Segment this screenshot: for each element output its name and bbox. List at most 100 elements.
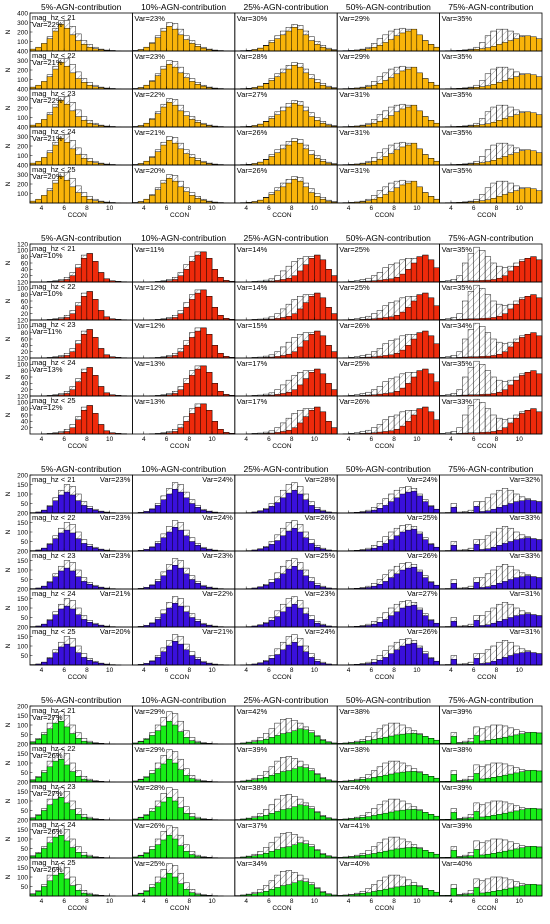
- variance-label: Var=29%: [339, 14, 370, 23]
- filled-bar: [285, 770, 292, 783]
- filled-bar: [154, 619, 162, 628]
- filled-bar: [274, 773, 281, 783]
- filled-bar: [302, 186, 309, 204]
- filled-bar: [524, 35, 531, 52]
- filled-bar: [98, 310, 105, 321]
- filled-bar: [160, 575, 167, 590]
- filled-bar: [314, 406, 321, 435]
- filled-bar: [297, 804, 304, 821]
- open-bar: [462, 338, 469, 359]
- y-tick-label: 20: [21, 273, 29, 280]
- x-tick-label: 4: [244, 205, 248, 212]
- filled-bar: [388, 811, 395, 821]
- filled-bar: [166, 64, 173, 90]
- filled-bar: [405, 809, 412, 821]
- filled-bar: [69, 570, 76, 590]
- filled-bar: [92, 337, 99, 359]
- panel: Var=34%: [439, 319, 543, 359]
- filled-bar: [75, 500, 82, 514]
- filled-bar: [189, 337, 196, 359]
- filled-bar: [427, 259, 435, 283]
- filled-bar: [154, 75, 162, 90]
- filled-bar: [490, 622, 497, 628]
- x-tick-label: 6: [62, 898, 66, 905]
- x-tick-label: 8: [85, 898, 89, 905]
- variance-label: Var=31%: [339, 90, 370, 99]
- filled-bar: [393, 315, 401, 321]
- filled-bar: [308, 258, 315, 283]
- filled-bar: [479, 778, 486, 783]
- y-tick-label: 300: [17, 96, 28, 103]
- variance-label: Var=25%: [134, 859, 165, 868]
- filled-bar: [46, 38, 53, 52]
- filled-bar: [308, 372, 315, 397]
- filled-bar: [388, 278, 395, 283]
- filled-bar: [410, 566, 418, 590]
- filled-bar: [263, 739, 270, 745]
- filled-bar: [149, 508, 156, 514]
- filled-bar: [80, 44, 88, 52]
- filled-bar: [513, 417, 520, 435]
- filled-bar: [263, 159, 270, 166]
- row-label: mag_hz < 22: [32, 282, 76, 291]
- filled-bar: [80, 657, 88, 666]
- column-title: 50%-AGN-contribution: [346, 2, 431, 12]
- filled-bar: [63, 27, 71, 52]
- panel: Var=24%: [131, 512, 236, 552]
- filled-bar: [268, 813, 275, 821]
- panel: Var=35%: [439, 50, 543, 90]
- filled-bar: [80, 334, 88, 359]
- filled-bar: [536, 846, 543, 859]
- variance-label: Var=35%: [442, 283, 473, 292]
- y-tick-label: 80: [21, 406, 29, 413]
- filled-bar: [513, 303, 520, 321]
- x-tick-label: 6: [165, 436, 169, 443]
- filled-bar: [410, 66, 418, 90]
- filled-bar: [513, 653, 520, 666]
- filled-bar: [331, 427, 338, 435]
- filled-bar: [160, 30, 167, 52]
- filled-bar: [519, 261, 526, 283]
- filled-bar: [75, 267, 82, 283]
- x-tick-label: 8: [187, 667, 191, 674]
- x-tick-label: 6: [370, 898, 374, 905]
- filled-bar: [63, 141, 71, 166]
- panel: Var=29%: [336, 12, 441, 52]
- filled-bar: [536, 259, 543, 283]
- filled-bar: [63, 726, 71, 745]
- filled-bar: [427, 890, 435, 897]
- filled-bar: [524, 613, 531, 628]
- x-axis-label: CCON: [477, 674, 496, 681]
- variance-label: Var=35%: [442, 52, 473, 61]
- filled-bar: [388, 539, 395, 552]
- filled-bar: [291, 806, 298, 821]
- panel: 4 6 8 10 CCON Var=21%: [131, 626, 236, 681]
- y-tick-label: 150: [17, 558, 28, 565]
- filled-bar: [484, 891, 492, 897]
- y-tick-label: 200: [17, 105, 28, 112]
- filled-bar: [388, 577, 395, 590]
- filled-bar: [69, 646, 76, 666]
- filled-bar: [422, 116, 429, 128]
- y-tick-label: 50: [21, 615, 29, 622]
- filled-bar: [501, 888, 509, 897]
- x-tick-label: 8: [85, 205, 89, 212]
- filled-bar: [314, 812, 321, 821]
- filled-bar: [433, 891, 440, 897]
- filled-bar: [75, 538, 82, 552]
- filled-bar: [308, 116, 315, 128]
- variance-label: Var=20%: [32, 172, 63, 181]
- y-tick-label: 60: [21, 336, 29, 343]
- filled-bar: [80, 816, 88, 821]
- filled-bar: [399, 70, 406, 90]
- filled-bar: [194, 46, 201, 52]
- filled-bar: [285, 182, 292, 204]
- filled-bar: [166, 178, 173, 204]
- filled-bar: [314, 774, 321, 783]
- filled-bar: [183, 889, 190, 897]
- filled-bar: [302, 575, 309, 590]
- filled-bar: [496, 621, 503, 628]
- filled-bar: [285, 391, 292, 397]
- filled-bar: [519, 733, 526, 745]
- filled-bar: [302, 843, 309, 859]
